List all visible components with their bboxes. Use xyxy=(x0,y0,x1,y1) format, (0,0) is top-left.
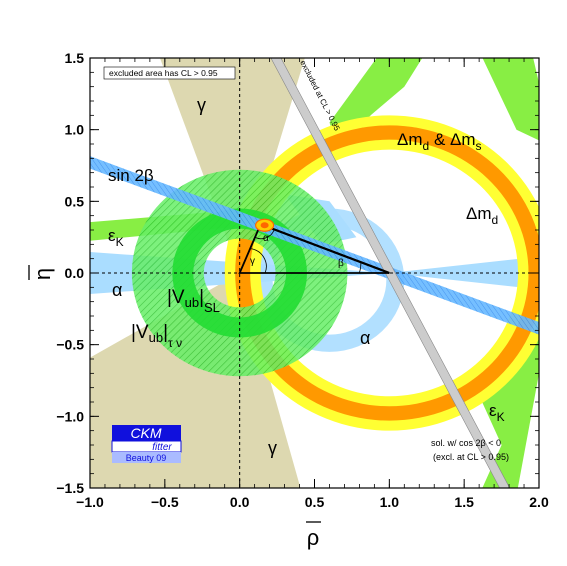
apex-ellipse-core xyxy=(260,222,269,229)
triangle-alpha-label: α xyxy=(263,233,269,244)
triangle-gamma-label: γ xyxy=(250,256,255,267)
y-tick-label: 1.5 xyxy=(65,50,85,66)
y-tick-label: −1.0 xyxy=(56,408,84,424)
x-tick-label: 1.5 xyxy=(454,494,474,510)
x-tick-label: 2.0 xyxy=(529,494,549,510)
alpha-left-label: α xyxy=(112,280,122,300)
epsk-left-sub: K xyxy=(116,235,124,249)
sol-note-line1: sol. w/ cos 2β < 0 xyxy=(431,438,501,448)
sin2beta-label: sin 2β xyxy=(108,166,154,185)
alpha-right-label: α xyxy=(360,328,370,348)
y-tick-label: 0.5 xyxy=(65,193,85,209)
x-axis-title: ρ xyxy=(307,525,320,550)
y-tick-label: −1.5 xyxy=(56,480,84,496)
triangle-side-right xyxy=(260,223,390,275)
constraint-layers xyxy=(90,58,539,488)
x-tick-label: −0.5 xyxy=(151,494,179,510)
gamma-angle-arc xyxy=(250,248,267,274)
logo-ckm: CKM xyxy=(130,425,161,441)
alpha-angle-arc xyxy=(254,229,275,240)
x-tick-label: 0.0 xyxy=(230,494,250,510)
gamma-top-label: γ xyxy=(197,95,206,115)
epsk-band-bottomright xyxy=(482,330,539,488)
x-tick-label: 1.0 xyxy=(380,494,400,510)
gamma-wedge-top xyxy=(159,58,305,273)
y-tick-label: 0.0 xyxy=(65,265,85,281)
epsk-band-topright xyxy=(482,58,539,141)
logo-bottom-bar xyxy=(112,452,181,463)
vub-sl-ring xyxy=(172,208,308,338)
dmd-label: Δmd xyxy=(466,204,498,227)
x-tick-label: −1.0 xyxy=(76,494,104,510)
logo-fitter: fitter xyxy=(152,442,172,453)
vub-taunu-ring xyxy=(131,169,348,377)
y-tick-label: −0.5 xyxy=(56,337,84,353)
dmd-dms-label: Δmd & Δms xyxy=(397,130,482,153)
cl-note-box xyxy=(103,66,236,80)
y-axis-title: η xyxy=(30,268,55,280)
y-tick-label: 1.0 xyxy=(65,122,85,138)
ckmfitter-logo: CKM fitter Beauty 09 xyxy=(111,425,182,463)
triangle-beta-label: β xyxy=(338,258,344,269)
sol-note-line2: (excl. at CL > 0.95) xyxy=(433,452,509,462)
gamma-bottom-label: γ xyxy=(268,438,277,458)
axis-ticks: −1.0 −0.5 0.0 0.5 1.0 1.5 2.0−1.5−1.0−0.50.00.… xyxy=(56,50,549,510)
beta-angle-arc xyxy=(359,262,362,274)
cl-note-text: excluded area has CL > 0.95 xyxy=(109,68,218,78)
logo-beauty: Beauty 09 xyxy=(126,453,167,463)
logo-top-bar xyxy=(112,425,181,441)
x-tick-label: 0.5 xyxy=(305,494,325,510)
